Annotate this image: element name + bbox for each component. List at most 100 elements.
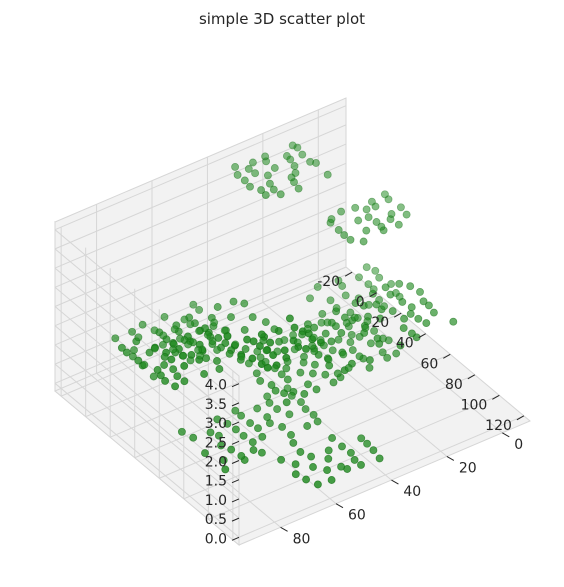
data-point [283, 357, 292, 366]
grid-line-y [317, 278, 503, 434]
data-point [171, 382, 180, 391]
data-point [173, 372, 182, 381]
data-point [449, 317, 458, 326]
x-tick-mark [369, 292, 377, 298]
data-points [111, 141, 458, 489]
data-point [261, 357, 270, 366]
data-point [309, 333, 318, 342]
data-point [365, 363, 374, 372]
data-point [355, 352, 364, 361]
data-point [304, 380, 312, 389]
data-point [259, 336, 268, 345]
data-point [159, 331, 168, 340]
data-point [269, 185, 278, 194]
data-point [239, 431, 248, 440]
data-point [262, 346, 271, 355]
data-point [324, 446, 333, 455]
data-point [363, 439, 372, 448]
data-point [313, 480, 322, 489]
data-point [364, 300, 373, 309]
data-point [350, 455, 359, 464]
data-point [329, 378, 338, 387]
data-point [217, 441, 225, 450]
data-point [248, 158, 257, 167]
data-point [321, 370, 330, 379]
data-point [308, 341, 317, 350]
data-point [213, 346, 222, 354]
data-point [257, 448, 266, 457]
data-point [282, 398, 291, 407]
data-point [130, 346, 138, 355]
data-point [221, 465, 230, 474]
data-point [337, 328, 346, 337]
data-point [277, 455, 286, 464]
data-point [387, 280, 396, 288]
data-point [219, 456, 228, 465]
data-point [414, 314, 423, 323]
data-point [326, 296, 335, 305]
data-point [346, 448, 355, 457]
data-point [323, 170, 332, 179]
y-tick-mark [335, 503, 344, 509]
data-point [334, 226, 343, 234]
data-point [186, 320, 195, 329]
grid-line-z [54, 267, 240, 423]
data-point [310, 360, 319, 369]
z-tick-mark [231, 517, 240, 522]
data-point [342, 319, 351, 327]
y-tick-mark [280, 526, 288, 532]
data-point [145, 348, 154, 357]
data-point [276, 190, 285, 199]
data-point [363, 317, 372, 326]
z-tick-label: 0.0 [205, 531, 227, 547]
data-point [240, 325, 249, 334]
data-point [189, 300, 198, 309]
data-point [170, 325, 179, 334]
data-point [270, 364, 279, 373]
data-point [307, 452, 316, 461]
z-tick-mark [231, 402, 240, 407]
x-tick-mark [393, 312, 402, 318]
data-point [375, 454, 384, 463]
y-tick-mark [502, 432, 510, 438]
data-point [346, 308, 355, 317]
data-point [195, 327, 204, 335]
data-point [261, 191, 270, 200]
data-point [210, 318, 219, 327]
data-point [266, 338, 275, 347]
data-point [169, 345, 177, 354]
data-point [223, 419, 232, 428]
y-tick-label: 40 [403, 484, 421, 500]
data-point [240, 299, 249, 308]
grid-line-z [54, 344, 240, 500]
data-point [375, 296, 384, 304]
data-point [376, 314, 385, 323]
x-tick-mark [418, 333, 426, 339]
data-point [344, 363, 353, 372]
data-point [362, 263, 371, 272]
data-point [169, 365, 178, 374]
data-point [337, 462, 346, 471]
data-point [290, 162, 299, 170]
data-point [231, 406, 240, 415]
data-point [396, 203, 405, 212]
data-point [261, 318, 270, 327]
data-point [346, 338, 355, 347]
data-point [296, 368, 305, 377]
data-point [111, 334, 120, 343]
data-point [323, 318, 332, 327]
data-point [258, 432, 267, 441]
data-point [395, 279, 404, 288]
data-point [309, 463, 317, 471]
data-point [167, 355, 176, 364]
tick-labels: -200204060801001200204060800.00.51.01.52… [205, 271, 525, 547]
data-point [407, 329, 416, 338]
z-tick-mark [231, 383, 240, 388]
data-point [122, 348, 131, 357]
data-point [303, 325, 312, 333]
data-point [302, 344, 310, 353]
data-point [378, 348, 387, 357]
data-point [354, 216, 363, 225]
data-point [313, 417, 322, 426]
data-point [244, 164, 253, 173]
